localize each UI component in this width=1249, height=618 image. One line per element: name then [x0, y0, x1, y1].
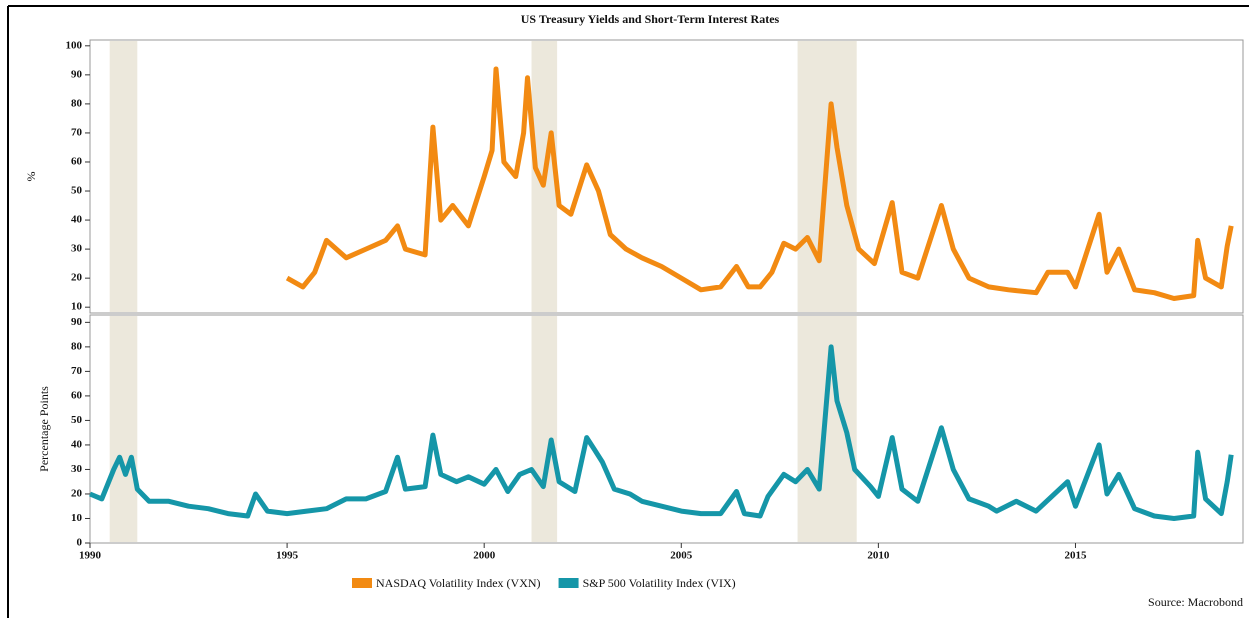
- source: Source: Macrobond: [1148, 595, 1243, 609]
- legend-swatch: [558, 578, 579, 588]
- y-axis-label: %: [24, 172, 38, 182]
- y-tick-label: 30: [71, 243, 83, 255]
- legend-label: S&P 500 Volatility Index (VIX): [583, 576, 736, 590]
- y-tick-label: 0: [77, 537, 83, 549]
- y-tick-label: 70: [71, 126, 83, 138]
- x-tick-label: 1990: [79, 550, 102, 562]
- x-tick-label: 2010: [867, 550, 890, 562]
- y-axis-label: Percentage Points: [37, 386, 51, 472]
- y-tick-label: 50: [71, 414, 83, 426]
- y-tick-label: 90: [71, 316, 83, 328]
- y-tick-label: 20: [71, 272, 83, 284]
- y-tick-label: 90: [71, 68, 83, 80]
- recession-band: [109, 41, 138, 312]
- y-tick-label: 40: [71, 438, 83, 450]
- y-tick-label: 70: [71, 365, 83, 377]
- x-tick-label: 2015: [1064, 550, 1087, 562]
- series-line: [285, 66, 1234, 301]
- y-tick-label: 80: [71, 340, 83, 352]
- y-tick-label: 100: [66, 39, 83, 51]
- chart-title: US Treasury Yields and Short-Term Intere…: [521, 12, 780, 26]
- y-tick-label: 40: [71, 214, 83, 226]
- legend-swatch: [352, 578, 372, 588]
- x-tick-label: 2005: [670, 550, 693, 562]
- x-tick-label: 2000: [473, 550, 496, 562]
- y-tick-label: 10: [71, 512, 83, 524]
- recession-band: [109, 316, 138, 542]
- y-tick-label: 60: [71, 156, 83, 168]
- x-tick-label: 1995: [276, 550, 299, 562]
- y-tick-label: 80: [71, 97, 83, 109]
- y-tick-label: 60: [71, 389, 83, 401]
- legend-label: NASDAQ Volatility Index (VXN): [376, 576, 541, 590]
- series-line: [89, 344, 1234, 521]
- y-tick-label: 10: [71, 301, 83, 313]
- recession-band: [531, 316, 558, 542]
- y-tick-label: 30: [71, 463, 83, 475]
- y-tick-label: 50: [71, 185, 83, 197]
- y-tick-label: 20: [71, 487, 83, 499]
